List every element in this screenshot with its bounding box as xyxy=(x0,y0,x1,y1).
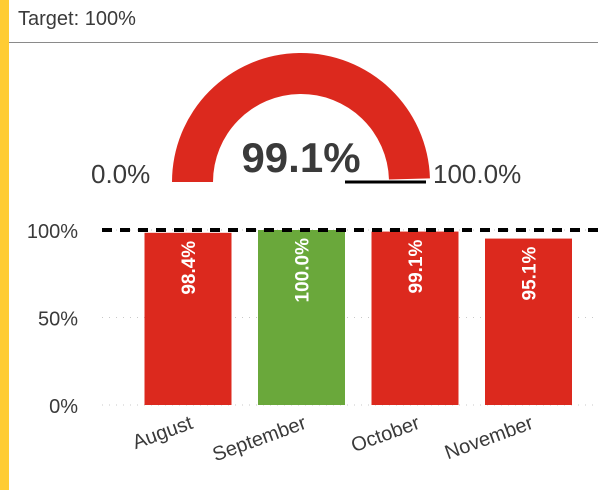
gauge-value-label: 99.1% xyxy=(241,134,360,181)
y-tick-label: 0% xyxy=(49,396,78,418)
bar-september xyxy=(258,230,345,405)
bar-august xyxy=(144,232,232,405)
bar-november xyxy=(485,238,572,405)
x-tick-label: September xyxy=(210,412,310,466)
y-tick-label: 100% xyxy=(27,221,78,243)
bar-data-label: 98.4% xyxy=(179,241,200,295)
gauge-arc xyxy=(172,53,430,182)
bar-october xyxy=(371,231,459,405)
bar-data-label: 100.0% xyxy=(293,238,314,303)
target-label: Target: 100% xyxy=(18,8,136,30)
x-tick-label: November xyxy=(442,412,537,464)
x-tick-label: August xyxy=(130,412,196,454)
bar-data-label: 99.1% xyxy=(406,239,427,293)
x-tick-label: October xyxy=(348,412,423,457)
gauge-max-label: 100.0% xyxy=(433,159,521,189)
y-tick-label: 50% xyxy=(38,309,78,331)
header: Target: 100% xyxy=(9,0,598,43)
accent-bar xyxy=(0,0,9,490)
gauge-min-label: 0.0% xyxy=(91,159,150,189)
bar-data-label: 95.1% xyxy=(520,246,541,300)
